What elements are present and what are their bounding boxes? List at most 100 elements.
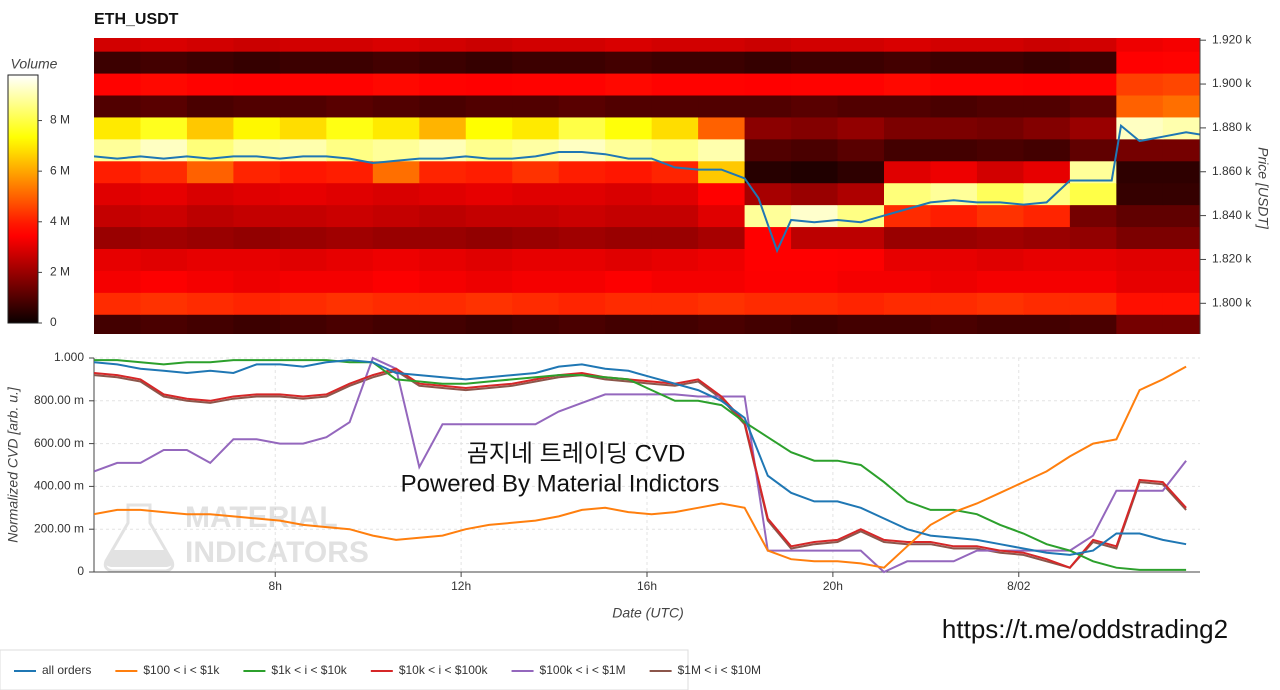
heat-cell: [930, 138, 978, 162]
heat-cell: [930, 95, 978, 118]
heat-cell: [279, 292, 327, 315]
heat-cell: [884, 182, 931, 206]
cvd-line: [94, 367, 1187, 569]
heat-cell: [186, 226, 234, 249]
heat-cell: [233, 51, 281, 74]
heat-cell: [651, 38, 699, 52]
heat-cell: [94, 95, 141, 118]
heat-cell: [791, 160, 839, 184]
heat-cell: [791, 182, 839, 206]
heat-cell: [326, 270, 374, 293]
y-tick-label: 1.920 k: [1212, 32, 1252, 46]
heat-cell: [233, 116, 281, 140]
heat-cell: [605, 182, 653, 206]
heat-cell: [419, 248, 467, 271]
heat-cell: [372, 38, 420, 52]
heat-cell: [884, 38, 931, 52]
heat-cell: [512, 51, 560, 74]
heat-cell: [1162, 138, 1200, 162]
heat-cell: [884, 226, 931, 249]
heat-cell: [233, 270, 281, 293]
heat-cell: [326, 226, 374, 249]
heat-cell: [140, 314, 188, 334]
heat-cell: [326, 73, 374, 96]
heat-cell: [279, 248, 327, 271]
legend-label: $1M < i < $10M: [678, 663, 761, 677]
heat-cell: [837, 270, 885, 293]
heat-cell: [1069, 95, 1117, 118]
heat-cell: [94, 182, 141, 206]
heat-cell: [372, 95, 420, 118]
heat-cell: [558, 73, 606, 96]
heat-cell: [279, 226, 327, 249]
heat-cell: [465, 38, 513, 52]
heat-cell: [837, 95, 885, 118]
heat-cell: [976, 292, 1024, 315]
y-tick-label: 1.860 k: [1212, 164, 1252, 178]
heat-cell: [140, 182, 188, 206]
heat-cell: [698, 314, 746, 334]
heat-cell: [1069, 51, 1117, 74]
heat-cell: [94, 248, 141, 271]
heat-cell: [465, 95, 513, 118]
heat-cell: [837, 182, 885, 206]
legend-label: all orders: [42, 663, 91, 677]
heat-cell: [930, 73, 978, 96]
heat-cell: [744, 73, 792, 96]
heat-cell: [419, 270, 467, 293]
heat-cell: [279, 160, 327, 184]
heat-cell: [279, 38, 327, 52]
legend-label: $10k < i < $100k: [399, 663, 489, 677]
heat-cell: [558, 160, 606, 184]
heat-cell: [372, 160, 420, 184]
heat-cell: [1162, 38, 1200, 52]
cvd-line: [94, 359, 1187, 556]
heat-cell: [1116, 182, 1164, 206]
heat-cell: [930, 248, 978, 271]
heat-cell: [140, 248, 188, 271]
heat-cell: [372, 270, 420, 293]
heat-cell: [744, 160, 792, 184]
heat-cell: [1116, 248, 1164, 271]
heat-cell: [930, 292, 978, 315]
price-line: [94, 123, 1200, 254]
heat-cell: [372, 226, 420, 249]
heat-cell: [279, 51, 327, 74]
heat-cell: [186, 95, 234, 118]
heat-cell: [605, 226, 653, 249]
heat-cell: [651, 314, 699, 334]
heat-cell: [512, 226, 560, 249]
heat-cell: [651, 73, 699, 96]
heat-cell: [651, 226, 699, 249]
heat-cell: [1162, 226, 1200, 249]
x-tick-label: 20h: [823, 579, 843, 593]
heat-cell: [837, 314, 885, 334]
heat-cell: [1162, 270, 1200, 293]
heat-cell: [186, 116, 234, 140]
annotation: MATERIAL: [185, 501, 338, 534]
heat-cell: [976, 116, 1024, 140]
heat-cell: [233, 160, 281, 184]
y-tick-label: 0: [77, 564, 84, 578]
heat-cell: [233, 73, 281, 96]
heat-cell: [791, 95, 839, 118]
heat-cell: [930, 314, 978, 334]
heat-cell: [1116, 138, 1164, 162]
annotation: 곰지네 트레이딩 CVD: [467, 440, 686, 467]
heat-cell: [279, 116, 327, 140]
heat-cell: [140, 95, 188, 118]
heat-cell: [1069, 160, 1117, 184]
heat-cell: [465, 51, 513, 74]
heat-cell: [512, 95, 560, 118]
heat-cell: [94, 160, 141, 184]
heat-cell: [1023, 270, 1071, 293]
heat-cell: [419, 226, 467, 249]
heat-cell: [837, 160, 885, 184]
heat-cell: [1116, 204, 1164, 228]
heat-cell: [558, 270, 606, 293]
heat-cell: [94, 270, 141, 293]
heat-cell: [233, 95, 281, 118]
heat-cell: [512, 182, 560, 206]
heat-cell: [326, 95, 374, 118]
